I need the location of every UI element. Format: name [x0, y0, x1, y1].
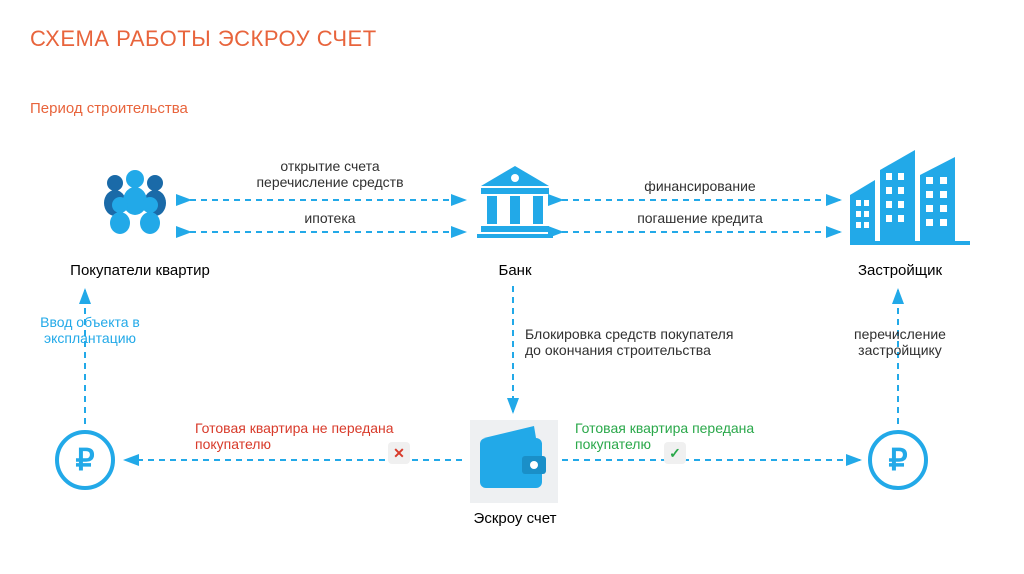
label-open-bottom: ипотека: [230, 210, 430, 226]
x-mark-icon: ✕: [388, 442, 410, 464]
buyers-label: Покупатели квартир: [60, 262, 220, 279]
developer-icon: [850, 145, 970, 250]
label-open-top: открытие счета перечисление средств: [230, 158, 430, 190]
label-delivered: Готовая квартира передана покупателю: [575, 420, 815, 452]
bank-icon: [475, 160, 555, 245]
label-fin-top: финансирование: [600, 178, 800, 194]
escrow-label: Эскроу счет: [450, 510, 580, 527]
label-fin-bottom: погашение кредита: [600, 210, 800, 226]
diagram-subtitle: Период строительства: [30, 100, 188, 117]
diagram-title: СХЕМА РАБОТЫ ЭСКРОУ СЧЕТ: [30, 26, 377, 52]
label-transfer-dev: перечисление застройщику: [830, 326, 970, 358]
ruble-left-icon: ₽: [55, 430, 115, 490]
label-not-delivered: Готовая квартира не передана покупателю: [195, 420, 450, 452]
buyers-icon: [95, 165, 175, 240]
label-block: Блокировка средств покупателя до окончан…: [525, 326, 775, 358]
escrow-icon: [470, 420, 558, 503]
developer-label: Застройщик: [835, 262, 965, 279]
ruble-right-icon: ₽: [868, 430, 928, 490]
label-commissioning: Ввод объекта в эксплантацию: [20, 314, 160, 346]
check-mark-icon: ✓: [664, 442, 686, 464]
bank-label: Банк: [460, 262, 570, 279]
